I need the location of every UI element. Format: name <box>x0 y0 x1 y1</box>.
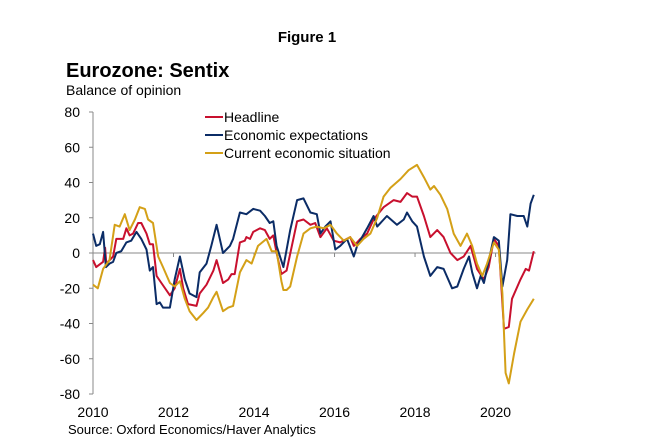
x-tick-label: 2020 <box>480 404 511 420</box>
y-tick-label: 0 <box>72 245 80 261</box>
legend-label: Current economic situation <box>224 145 391 161</box>
y-tick-label: -20 <box>60 280 80 296</box>
y-tick-label: -60 <box>60 351 80 367</box>
plot-area <box>92 163 535 385</box>
series-line-3 <box>92 163 535 385</box>
chart-subtitle: Balance of opinion <box>66 82 181 98</box>
y-tick-label: 80 <box>64 104 80 120</box>
y-tick-label: -80 <box>60 386 80 402</box>
x-axis: 2010 2012 2014 2016 2018 2020 <box>77 252 536 420</box>
x-tick-label: 2010 <box>77 404 108 420</box>
y-tick-label: 20 <box>64 210 80 226</box>
y-tick-label: 40 <box>64 175 80 191</box>
x-tick-label: 2012 <box>158 404 189 420</box>
legend: Headline Economic expectations Current eco… <box>205 109 391 161</box>
legend-label: Economic expectations <box>224 127 368 143</box>
series-line-2 <box>92 194 535 309</box>
chart-title: Eurozone: Sentix <box>66 60 229 82</box>
x-tick-label: 2016 <box>319 404 350 420</box>
y-axis: 80 60 40 20 0 -20 -40 -60 -80 <box>60 104 94 402</box>
y-tick-label: -40 <box>60 316 80 332</box>
x-tick-label: 2018 <box>399 404 430 420</box>
figure-label: Figure 1 <box>278 29 336 46</box>
legend-label: Headline <box>224 109 279 125</box>
source-note: Source: Oxford Economics/Haver Analytics <box>68 422 316 437</box>
x-tick-label: 2014 <box>238 404 269 420</box>
y-tick-label: 60 <box>64 139 80 155</box>
